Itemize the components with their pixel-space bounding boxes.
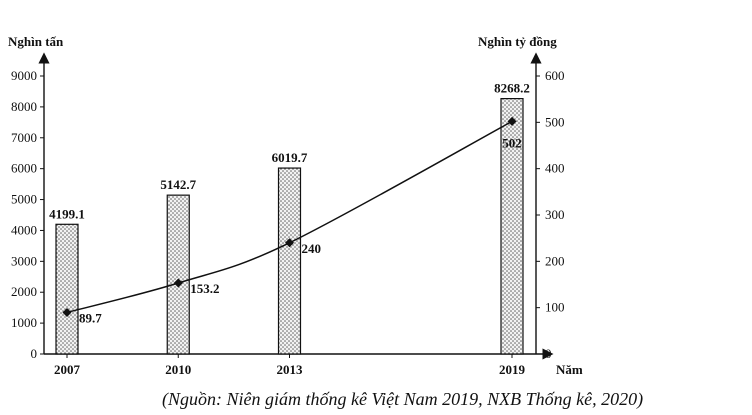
y-left-tick-label: 7000 — [11, 130, 37, 145]
y-right-tick-label: 0 — [545, 346, 552, 361]
chart-text: Nghìn tấn Nghìn tỷ đồng Năm (Nguồn: Niên… — [8, 34, 643, 410]
bars: 4199.1 5142.7 6019.7 8268.2 — [49, 81, 530, 355]
y-right-tick-label: 500 — [545, 114, 565, 129]
line-point-marker — [62, 307, 72, 317]
bar — [55, 223, 79, 355]
y-left-tick-label: 1000 — [11, 315, 37, 330]
line-point-marker — [507, 116, 517, 126]
y-left-tick-label: 6000 — [11, 161, 37, 176]
y-right-tick-label: 100 — [545, 300, 565, 315]
bar-value-label: 6019.7 — [272, 150, 308, 165]
source-note: (Nguồn: Niên giám thống kê Việt Nam 2019… — [162, 389, 643, 410]
y-left-tick-label: 3000 — [11, 253, 37, 268]
bar — [500, 98, 524, 355]
line-value-label: 153.2 — [190, 281, 219, 296]
x-tick-label: 2007 — [54, 362, 81, 377]
y-left-axis-title: Nghìn tấn — [8, 34, 64, 49]
y-left-tick-label: 8000 — [11, 99, 37, 114]
axes: 0 1000 2000 3000 4000 5000 6000 7000 8000 9000 0 10… — [11, 52, 565, 377]
bar — [277, 167, 302, 355]
bar-value-label: 4199.1 — [49, 206, 85, 221]
y-right-tick-label: 600 — [545, 68, 565, 83]
line-value-label: 502 — [502, 135, 522, 150]
x-axis-unit-label: Năm — [556, 362, 583, 377]
y-right-axis-title: Nghìn tỷ đồng — [478, 34, 557, 49]
line-value-label: 240 — [302, 241, 322, 256]
y-left-tick-label: 9000 — [11, 68, 37, 83]
y-left-tick-label: 5000 — [11, 192, 37, 207]
line-point-marker — [285, 238, 294, 248]
x-tick-label: 2010 — [165, 362, 191, 377]
y-right-tick-label: 200 — [545, 253, 565, 268]
y-left-tick-label: 0 — [31, 346, 38, 361]
line-value-label: 89.7 — [79, 310, 102, 325]
y-left-tick-label: 4000 — [11, 222, 37, 237]
y-right-tick-label: 300 — [545, 207, 565, 222]
x-tick-label: 2019 — [499, 362, 526, 377]
bar — [166, 194, 190, 355]
y-left-tick-label: 2000 — [11, 284, 37, 299]
y-right-tick-label: 400 — [545, 161, 565, 176]
line-series: 89.7 153.2 240 502 — [62, 116, 522, 325]
line-point-marker — [173, 278, 183, 288]
line-path — [66, 120, 513, 314]
bar-value-label: 8268.2 — [494, 81, 530, 96]
bar-value-label: 5142.7 — [160, 177, 196, 192]
x-tick-label: 2013 — [277, 362, 304, 377]
